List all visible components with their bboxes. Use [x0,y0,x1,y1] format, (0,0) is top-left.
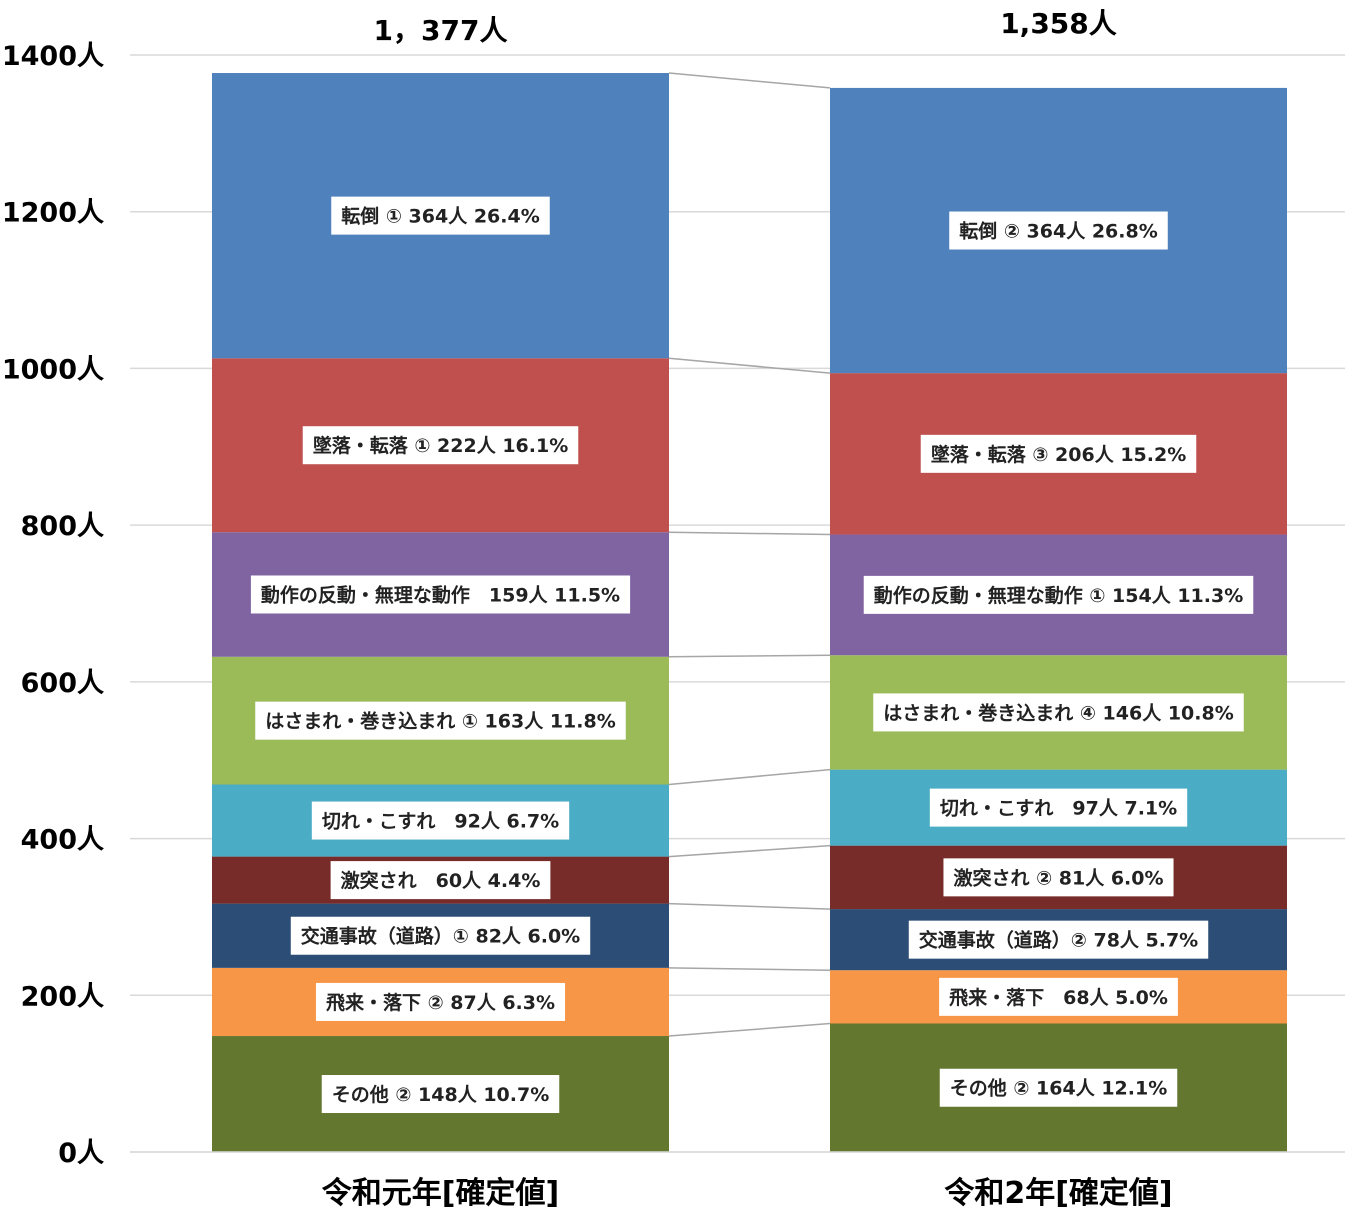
y-tick-label: 1200人 [2,198,104,229]
segment-label: その他 ② 148人 10.7% [332,1083,550,1106]
segment-label-box [929,788,1188,827]
segment-label: 墜落・転落 ① 222人 16.1% [313,434,569,457]
connector-line [668,967,831,971]
segment-label-box [949,211,1168,250]
connector-line [668,357,831,374]
segment-label: その他 ② 164人 12.1% [950,1077,1168,1100]
segment-label: 転倒 ① 364人 26.4% [341,205,540,228]
segment-label: 飛来・落下 68人 5.0% [949,986,1168,1009]
segment-label: 動作の反動・無理な動作 ① 154人 11.3% [874,584,1244,607]
y-tick-label: 600人 [21,668,104,699]
y-tick-label: 200人 [21,981,104,1012]
segment-label: 飛来・落下 ② 87人 6.3% [326,991,555,1014]
series-connector-lines [668,72,831,1037]
connector-line [668,902,831,910]
y-tick-label: 800人 [21,511,104,542]
y-tick-label: 1400人 [2,41,104,72]
segment-label: 交通事故（道路）② 78人 5.7% [919,929,1198,952]
x-category-label: 令和元年[確定値] [322,1176,559,1207]
segment-label: 切れ・こすれ 92人 6.7% [322,811,559,833]
segment-label-box [330,861,551,900]
connector-line [668,72,831,89]
segment-label-box [250,575,631,614]
connector-line [668,654,831,658]
bar-totals: 1，377人 1,358人 [374,7,1117,47]
connector-line [668,1022,831,1037]
y-tick-label: 1000人 [2,354,104,385]
connector-line [668,531,831,536]
x-axis: 令和元年[確定値] 令和2年[確定値] [130,1151,1345,1207]
segment-label-box [321,1075,560,1114]
segment-label-box [255,701,626,740]
connector-line [668,768,831,786]
segment-label-box [908,920,1209,959]
segment-label-box [943,858,1174,897]
segment-labels: その他 ② 148人 10.7% 飛来・落下 ② 87人 6.3% 交通事故（道路）… [250,196,1254,1114]
bar-total-label: 1，377人 [374,14,508,47]
segment-label-box [290,916,591,955]
segment-label: 動作の反動・無理な動作 159人 11.5% [261,583,620,606]
segment-label-box [315,982,566,1021]
segment-label: 交通事故（道路）① 82人 6.0% [301,925,580,948]
segment-label: はさまれ・巻き込まれ ① 163人 11.8% [265,710,616,733]
segment-label: 激突され ② 81人 6.0% [953,866,1163,889]
bar-total-label: 1,358人 [1000,7,1117,40]
segment-label-box [302,426,579,465]
segment-label: 切れ・こすれ 97人 7.1% [940,798,1177,820]
connector-line [668,844,831,858]
segment-label-box [331,196,550,235]
segment-label: 墜落・転落 ③ 206人 15.2% [931,443,1187,466]
segment-label: 激突され 60人 4.4% [341,869,541,892]
segment-label-box [939,977,1178,1016]
segment-label: はさまれ・巻き込まれ ④ 146人 10.8% [883,701,1234,724]
y-tick-label: 400人 [21,825,104,856]
segment-label-box [863,575,1254,614]
y-axis: 0人 200人 400人 600人 800人 1000人 1200人 1400人 [2,41,104,1169]
y-tick-label: 0人 [58,1138,104,1169]
segment-label: 転倒 ② 364人 26.8% [959,220,1158,243]
segment-label-box [920,434,1197,473]
segment-label-box [873,693,1244,732]
x-category-label: 令和2年[確定値] [944,1176,1172,1207]
segment-label-box [939,1068,1178,1107]
segment-label-box [311,801,570,840]
